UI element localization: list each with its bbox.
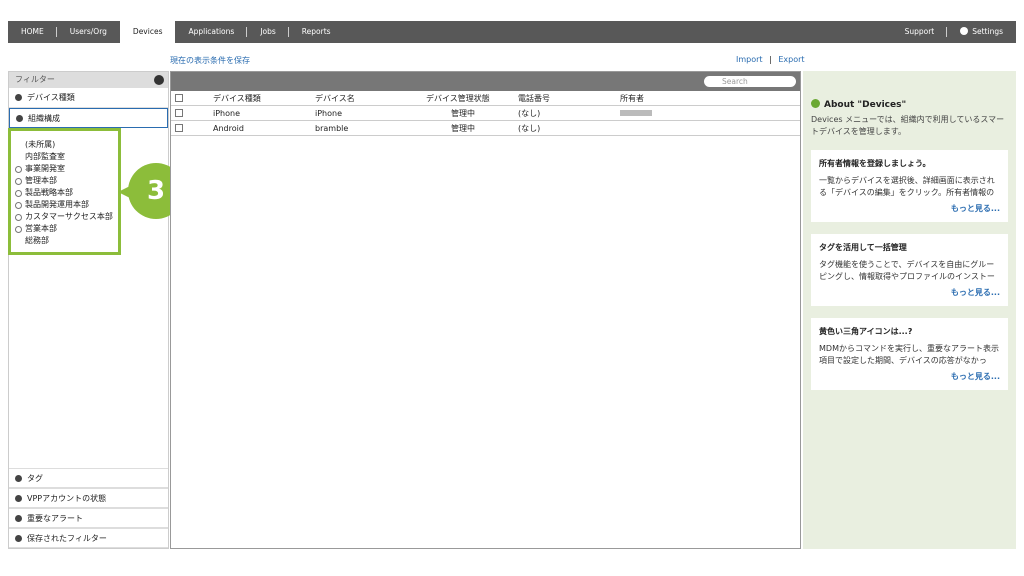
- filter-section[interactable]: 保存されたフィルター: [9, 528, 168, 548]
- checkbox[interactable]: [175, 94, 183, 102]
- table-row[interactable]: iPhone iPhone 管理中 (なし): [171, 106, 800, 121]
- column-header: 電話番号: [518, 94, 550, 103]
- search-box[interactable]: Search: [704, 76, 796, 87]
- import-link[interactable]: Import: [736, 55, 763, 64]
- support-link[interactable]: Support: [892, 21, 948, 43]
- cell: (なし): [518, 124, 541, 133]
- cell: 管理中: [451, 109, 475, 118]
- info-card: タグを活用して一括管理タグ機能を使うことで、デバイスを自由にグルーピングし、情報…: [811, 234, 1008, 306]
- column-header: デバイス種類: [213, 94, 261, 103]
- filter-section[interactable]: デバイス種類: [9, 88, 168, 108]
- org-item[interactable]: 総務部: [25, 236, 49, 245]
- org-item[interactable]: 製品開発運用本部: [15, 199, 118, 211]
- redacted-owner: [620, 110, 652, 116]
- nav-tab[interactable]: Users/Org: [69, 27, 107, 36]
- org-item[interactable]: 製品戦略本部: [15, 187, 118, 199]
- more-link[interactable]: もっと見る...: [950, 288, 1000, 297]
- more-link[interactable]: もっと見る...: [950, 204, 1000, 213]
- org-item[interactable]: 営業本部: [15, 223, 118, 235]
- card-title: 黄色い三角アイコンは...?: [819, 327, 913, 336]
- bottom-sections: タグ VPPアカウントの状態 重要なアラート 保存されたフィルター: [9, 468, 168, 548]
- org-list: (未所属) 内部監査室事業開発室 管理本部 製品戦略本部 製品開発運用本部 カスタマーサク…: [8, 128, 121, 255]
- card-text: 一覧からデバイスを選択後、詳細画面に表示される「デバイスの編集」をクリック。所有…: [819, 176, 995, 197]
- cell: 管理中: [451, 124, 475, 133]
- settings-link[interactable]: Settings: [947, 21, 1016, 43]
- header-row: デバイス種類 デバイス名 デバイス管理状態 電話番号 所有者: [171, 91, 800, 106]
- card-text: MDMからコマンドを実行し、重要なアラート表示項目で設定した期間、デバイスの応答…: [819, 344, 999, 365]
- table-row[interactable]: Android bramble 管理中 (なし): [171, 121, 800, 136]
- cell: Android: [213, 124, 244, 133]
- org-item[interactable]: 管理本部: [15, 175, 118, 187]
- column-header: デバイス管理状態: [426, 94, 490, 103]
- save-view-link[interactable]: 現在の表示条件を保存: [170, 56, 250, 65]
- nav-right: Support Settings: [892, 21, 1016, 43]
- cell: iPhone: [213, 109, 241, 118]
- export-link[interactable]: Export: [778, 55, 805, 64]
- checkbox[interactable]: [175, 124, 183, 132]
- card-title: 所有者情報を登録しましょう。: [819, 159, 931, 168]
- nav-tab[interactable]: HOME: [8, 21, 57, 43]
- checkbox[interactable]: [175, 109, 183, 117]
- info-card: 所有者情報を登録しましょう。一覧からデバイスを選択後、詳細画面に表示される「デバ…: [811, 150, 1008, 222]
- filter-title: フィルター: [15, 75, 55, 84]
- separator: |: [769, 55, 772, 64]
- cell: iPhone: [315, 109, 343, 118]
- column-header: 所有者: [620, 94, 644, 103]
- org-item[interactable]: 事業開発室: [15, 163, 118, 175]
- about-title: About "Devices": [824, 100, 907, 110]
- cell: bramble: [315, 124, 349, 133]
- settings-label: Settings: [972, 27, 1003, 36]
- card-title: タグを活用して一括管理: [819, 243, 907, 252]
- nav-tab[interactable]: Reports: [301, 27, 331, 36]
- about-description: Devices メニューでは、組織内で利用しているスマートデバイスを管理します。: [811, 115, 1005, 136]
- org-item[interactable]: (未所属): [25, 140, 56, 149]
- top-nav: HOME Users/Org Devices Applications Jobs Repo…: [8, 21, 1016, 43]
- filter-section[interactable]: 重要なアラート: [9, 508, 168, 528]
- filter-section[interactable]: VPPアカウントの状態: [9, 488, 168, 508]
- nav-tab[interactable]: Jobs: [247, 21, 290, 43]
- device-table: Search デバイス種類 デバイス名 デバイス管理状態 電話番号 所有者 iPhone i…: [170, 71, 801, 549]
- nav-tab[interactable]: Applications: [175, 21, 248, 43]
- org-item[interactable]: 内部監査室: [25, 152, 65, 161]
- more-link[interactable]: もっと見る...: [950, 372, 1000, 381]
- nav-tab[interactable]: Devices: [119, 21, 176, 43]
- cell: (なし): [518, 109, 541, 118]
- filter-section[interactable]: タグ: [9, 468, 168, 488]
- info-card: 黄色い三角アイコンは...? MDMからコマンドを実行し、重要なアラート表示項目で…: [811, 318, 1008, 390]
- org-item[interactable]: カスタマーサクセス本部: [15, 211, 118, 223]
- about-panel: About "Devices" Devices メニューでは、組織内で利用してい…: [803, 71, 1016, 549]
- filter-section[interactable]: 組織構成: [9, 108, 168, 128]
- column-header: デバイス名: [315, 94, 355, 103]
- card-text: タグ機能を使うことで、デバイスを自由にグルーピングし、情報取得やプロファイルのイ…: [819, 260, 995, 281]
